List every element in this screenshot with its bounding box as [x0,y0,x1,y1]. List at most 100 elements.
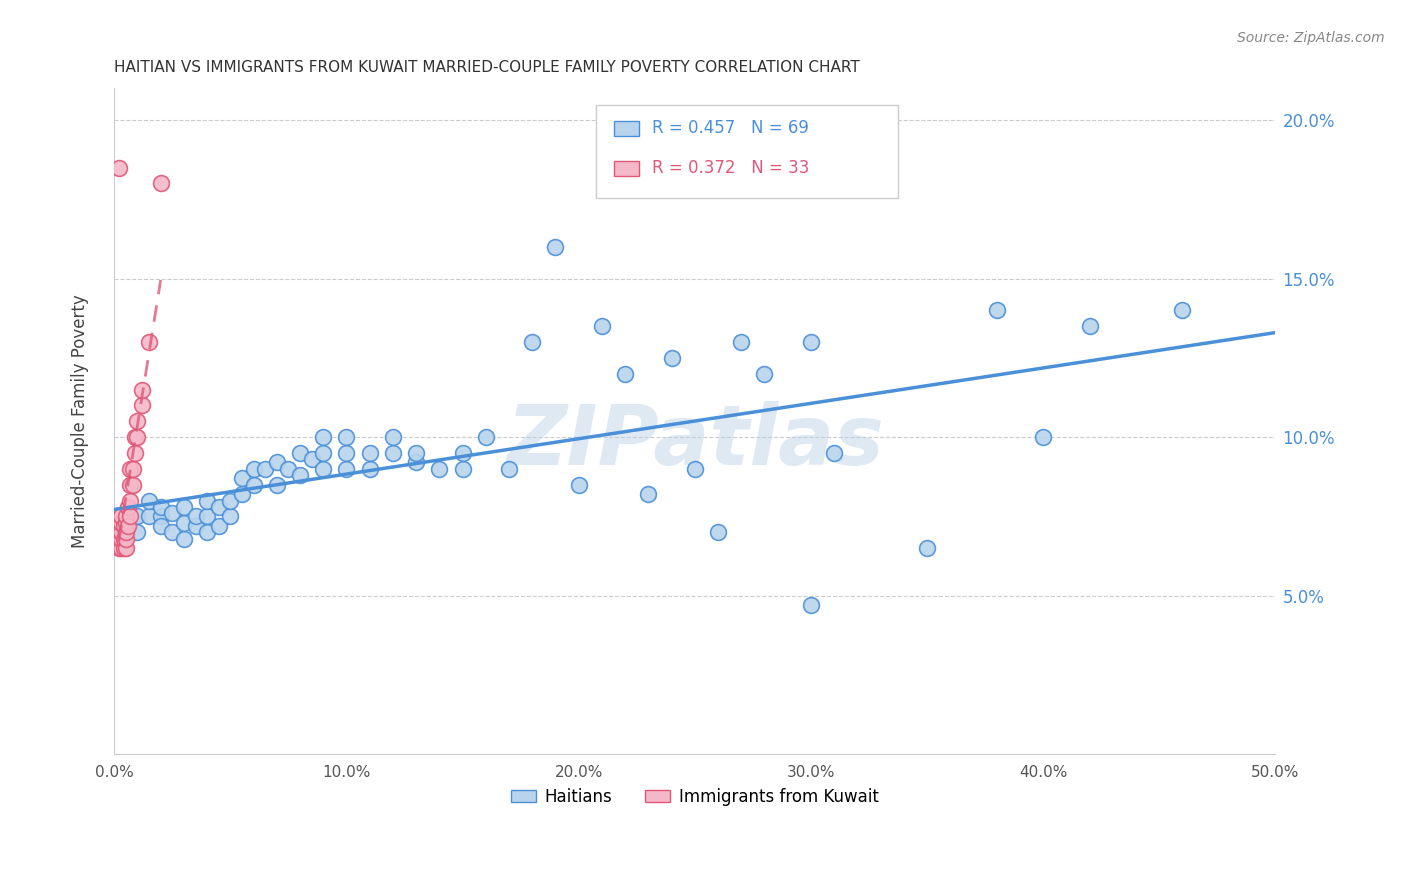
Point [277,462,299,476]
Point [131,383,153,397]
Point [544,240,567,254]
FancyBboxPatch shape [596,105,898,198]
Point [730,334,752,349]
Point [120,462,142,476]
Point [117,519,139,533]
Point [915,541,938,555]
FancyBboxPatch shape [613,161,640,176]
Point [208,500,231,514]
Point [1032,430,1054,444]
Text: HAITIAN VS IMMIGRANTS FROM KUWAIT MARRIED-COUPLE FAMILY POVERTY CORRELATION CHAR: HAITIAN VS IMMIGRANTS FROM KUWAIT MARRIE… [114,60,860,75]
Point [149,177,172,191]
Point [359,462,381,476]
Point [138,334,160,349]
Point [591,319,613,334]
Point [120,509,142,524]
Text: ZIPatlas: ZIPatlas [506,401,884,482]
Point [661,351,683,365]
Point [335,446,357,460]
Point [254,462,277,476]
Point [108,541,131,555]
Text: R = 0.457   N = 69: R = 0.457 N = 69 [652,120,808,137]
Point [231,471,253,485]
Point [149,509,172,524]
Point [138,493,160,508]
Point [127,509,149,524]
Point [451,462,474,476]
Point [219,509,242,524]
Point [208,519,231,533]
Point [108,532,131,546]
Point [381,446,404,460]
Point [110,532,132,546]
Point [108,519,131,533]
Point [115,516,138,530]
Point [131,398,153,412]
Point [1171,303,1194,318]
Point [110,516,132,530]
Point [637,487,659,501]
Point [754,367,776,381]
Point [115,541,138,555]
Point [184,519,207,533]
Point [110,509,132,524]
Point [121,477,143,491]
Point [127,414,149,428]
Point [1078,319,1101,334]
Point [121,462,143,476]
Point [195,525,218,540]
Point [335,462,357,476]
Point [149,500,172,514]
Point [288,446,311,460]
Point [127,430,149,444]
Point [115,525,138,540]
Point [108,525,131,540]
Point [110,525,132,540]
Point [242,477,264,491]
Point [115,509,138,524]
Point [231,487,253,501]
Text: R = 0.372   N = 33: R = 0.372 N = 33 [652,159,810,178]
Point [301,452,323,467]
Point [683,462,706,476]
Point [381,430,404,444]
Point [335,430,357,444]
Point [110,541,132,555]
Point [312,462,335,476]
Point [112,519,135,533]
Point [127,525,149,540]
Point [614,367,637,381]
Point [124,430,146,444]
Point [242,462,264,476]
Point [149,519,172,533]
Legend: Haitians, Immigrants from Kuwait: Haitians, Immigrants from Kuwait [505,781,886,813]
Point [427,462,450,476]
Point [405,446,427,460]
Point [800,598,823,612]
Point [219,493,242,508]
Point [173,516,195,530]
Point [522,334,544,349]
Point [173,532,195,546]
Point [108,161,131,175]
Point [195,493,218,508]
Point [800,334,823,349]
Point [312,446,335,460]
Y-axis label: Married-Couple Family Poverty: Married-Couple Family Poverty [72,294,89,548]
Point [173,500,195,514]
Point [266,455,288,469]
Point [112,532,135,546]
Point [359,446,381,460]
Point [162,506,184,520]
Point [115,532,138,546]
Point [266,477,288,491]
Point [986,303,1008,318]
Point [195,509,218,524]
Point [288,468,311,483]
Point [115,516,138,530]
Point [451,446,474,460]
Point [707,525,730,540]
Text: Source: ZipAtlas.com: Source: ZipAtlas.com [1237,31,1385,45]
Point [568,477,591,491]
Point [120,477,142,491]
